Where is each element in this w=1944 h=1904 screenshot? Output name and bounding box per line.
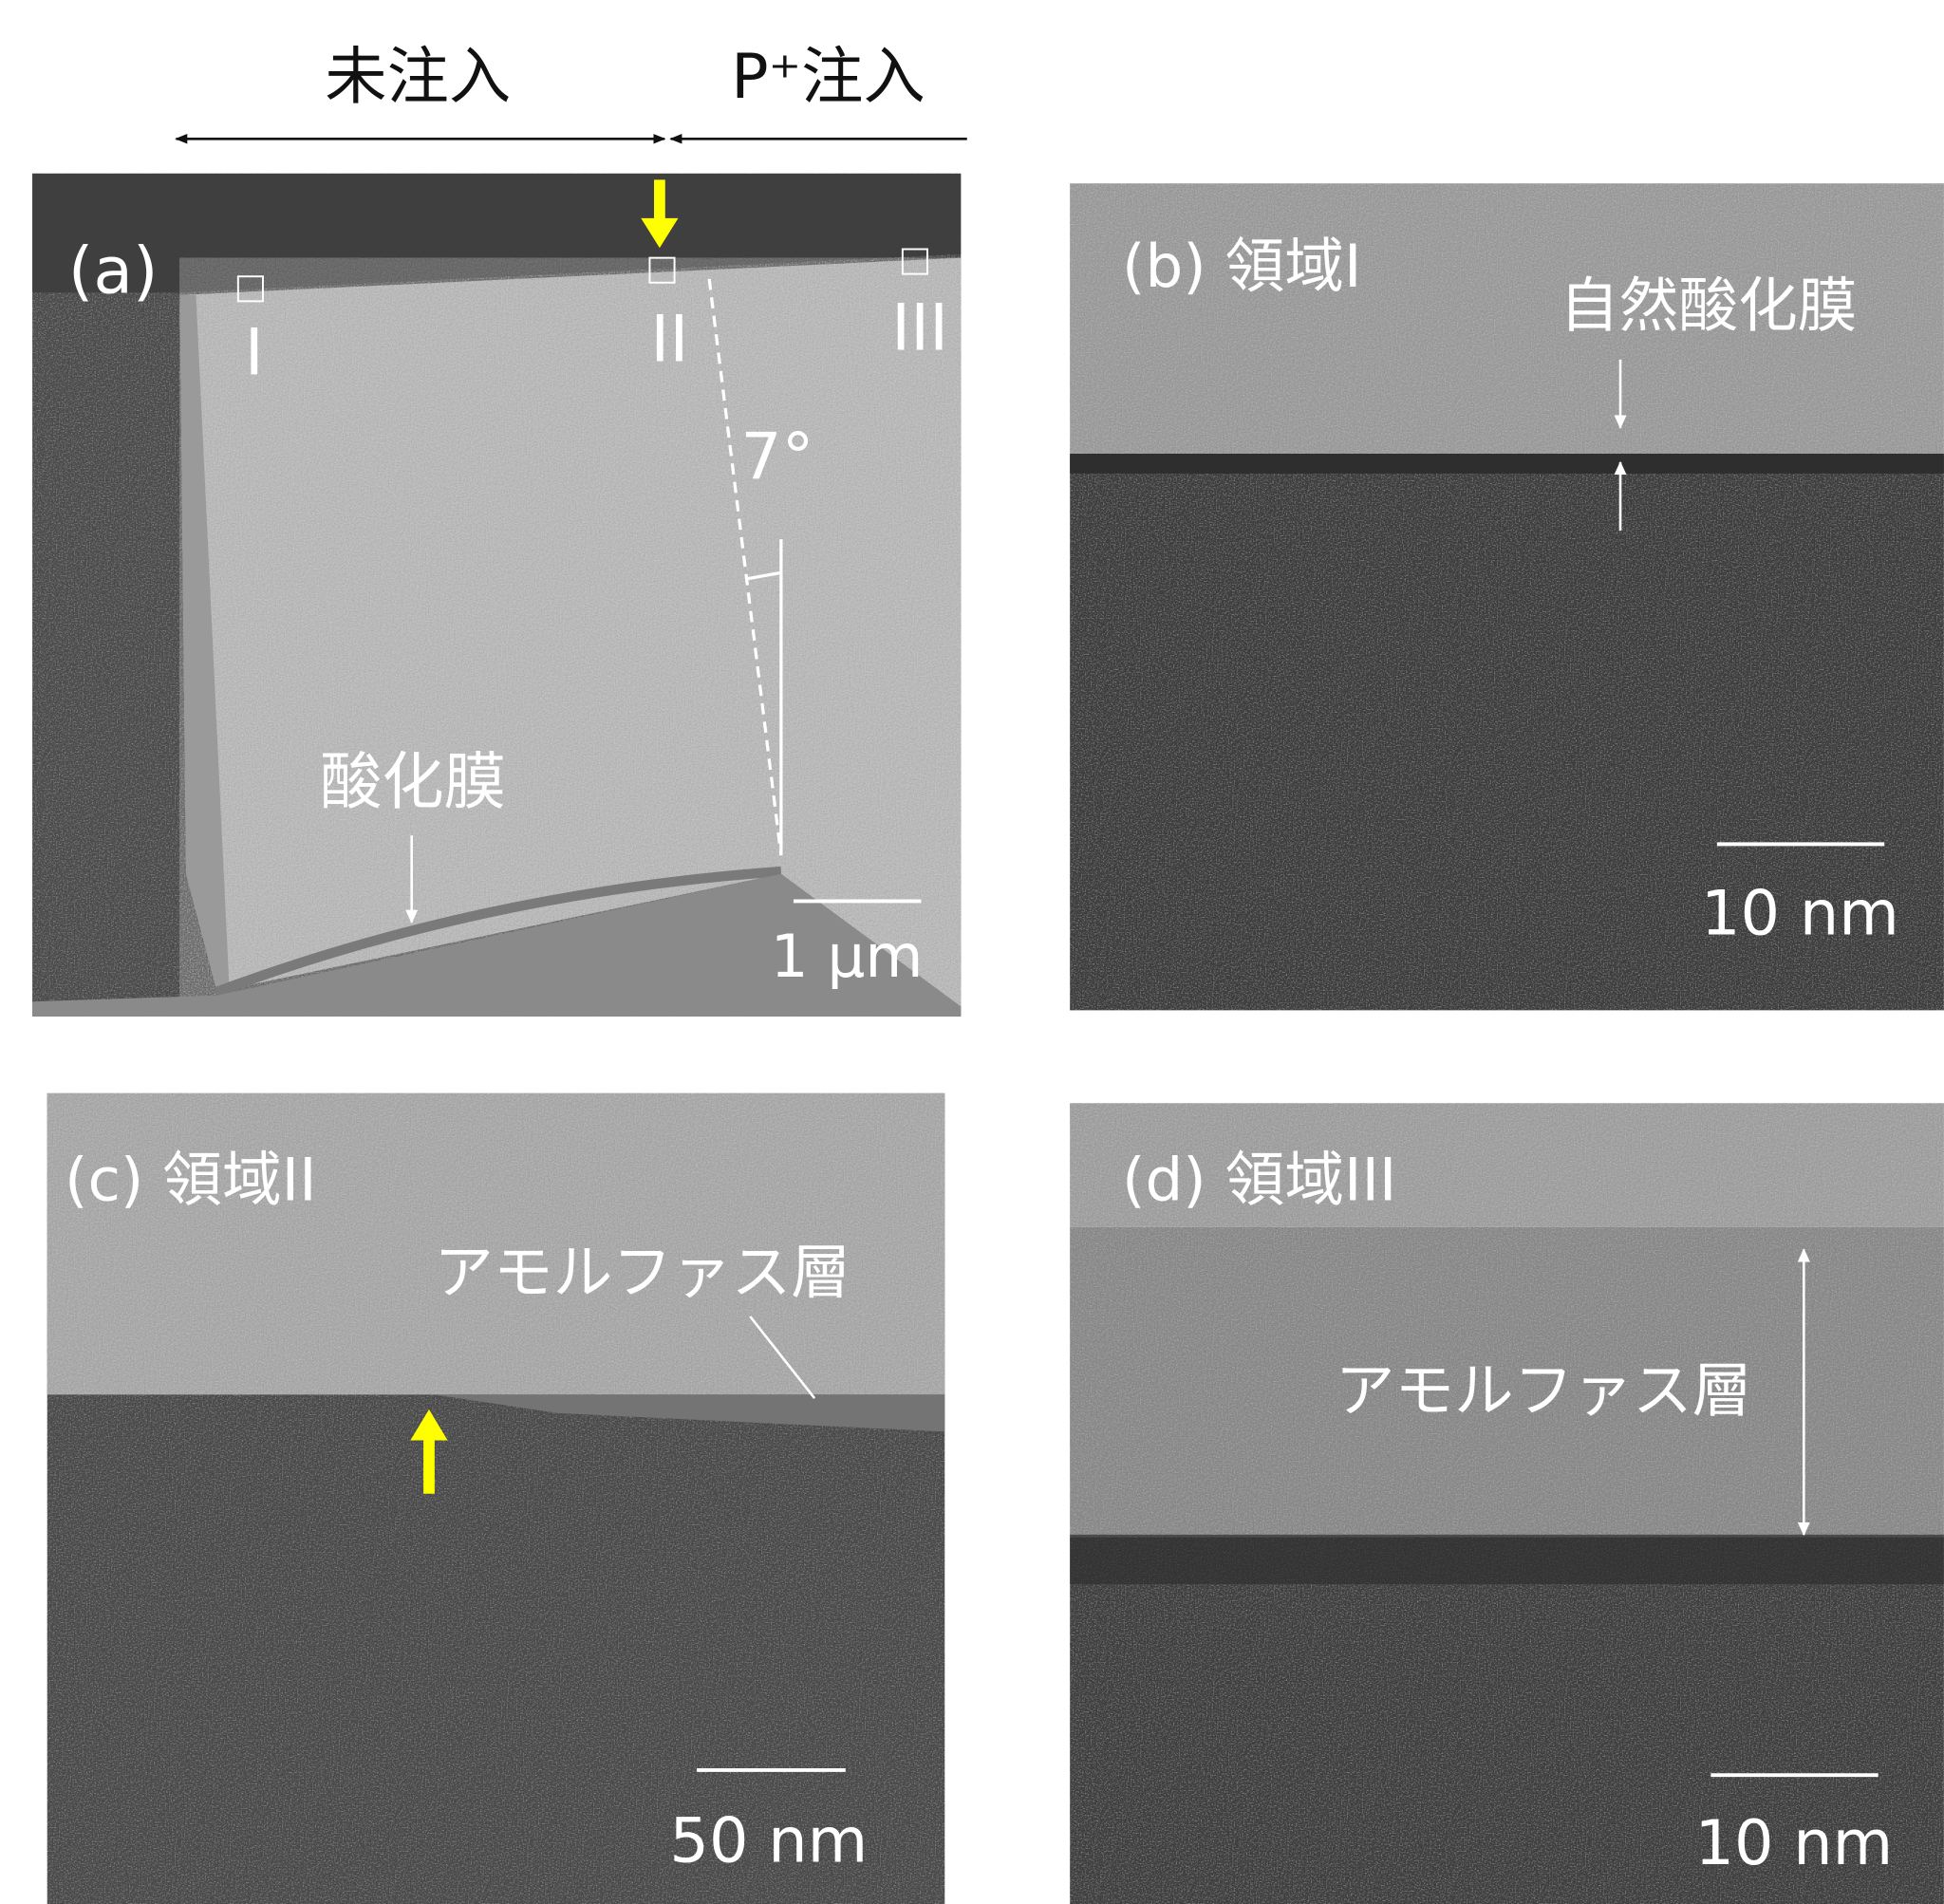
panel-label: (a) (68, 233, 159, 308)
figure: 未注入 P⁺注入 (a) I II III 7° 酸化膜 1 μm (b) 領 (0, 0, 1944, 1904)
page: {"header": {"unimplanted": "未注入", "impla… (0, 0, 1944, 1904)
native-oxide (1070, 454, 1944, 474)
annotation: 自然酸化膜 (1560, 271, 1857, 341)
panel-label: (d) 領域III (1122, 1145, 1396, 1214)
scale-label: 1 μm (771, 922, 924, 991)
panel-label: (c) 領域II (65, 1145, 317, 1214)
panel-a: (a) I II III 7° 酸化膜 1 μm (32, 174, 961, 1017)
annotation: アモルファス層 (434, 1238, 850, 1307)
header: 未注入 P⁺注入 (177, 41, 967, 139)
scale-label: 10 nm (1694, 1807, 1893, 1879)
panel-d: (d) 領域III アモルファス層 10 nm (1070, 1103, 1944, 1904)
region-label: II (650, 302, 688, 377)
panel-b: (b) 領域I 自然酸化膜 10 nm (1070, 183, 1944, 1010)
unimplanted-label: 未注入 (325, 41, 511, 113)
implanted-label: P⁺注入 (731, 41, 925, 113)
scale-label: 50 nm (669, 1804, 868, 1876)
interface (1070, 1535, 1944, 1584)
oxide-label: 酸化膜 (320, 746, 506, 818)
panel-label: (b) 領域I (1122, 232, 1361, 301)
scale-label: 10 nm (1701, 877, 1899, 949)
panel-c: (c) 領域II アモルファス層 50 nm (47, 1093, 945, 1904)
region-label: I (245, 316, 264, 391)
annotation: アモルファス層 (1336, 1355, 1752, 1425)
region-label: III (891, 291, 948, 366)
angle-label: 7° (740, 420, 813, 495)
